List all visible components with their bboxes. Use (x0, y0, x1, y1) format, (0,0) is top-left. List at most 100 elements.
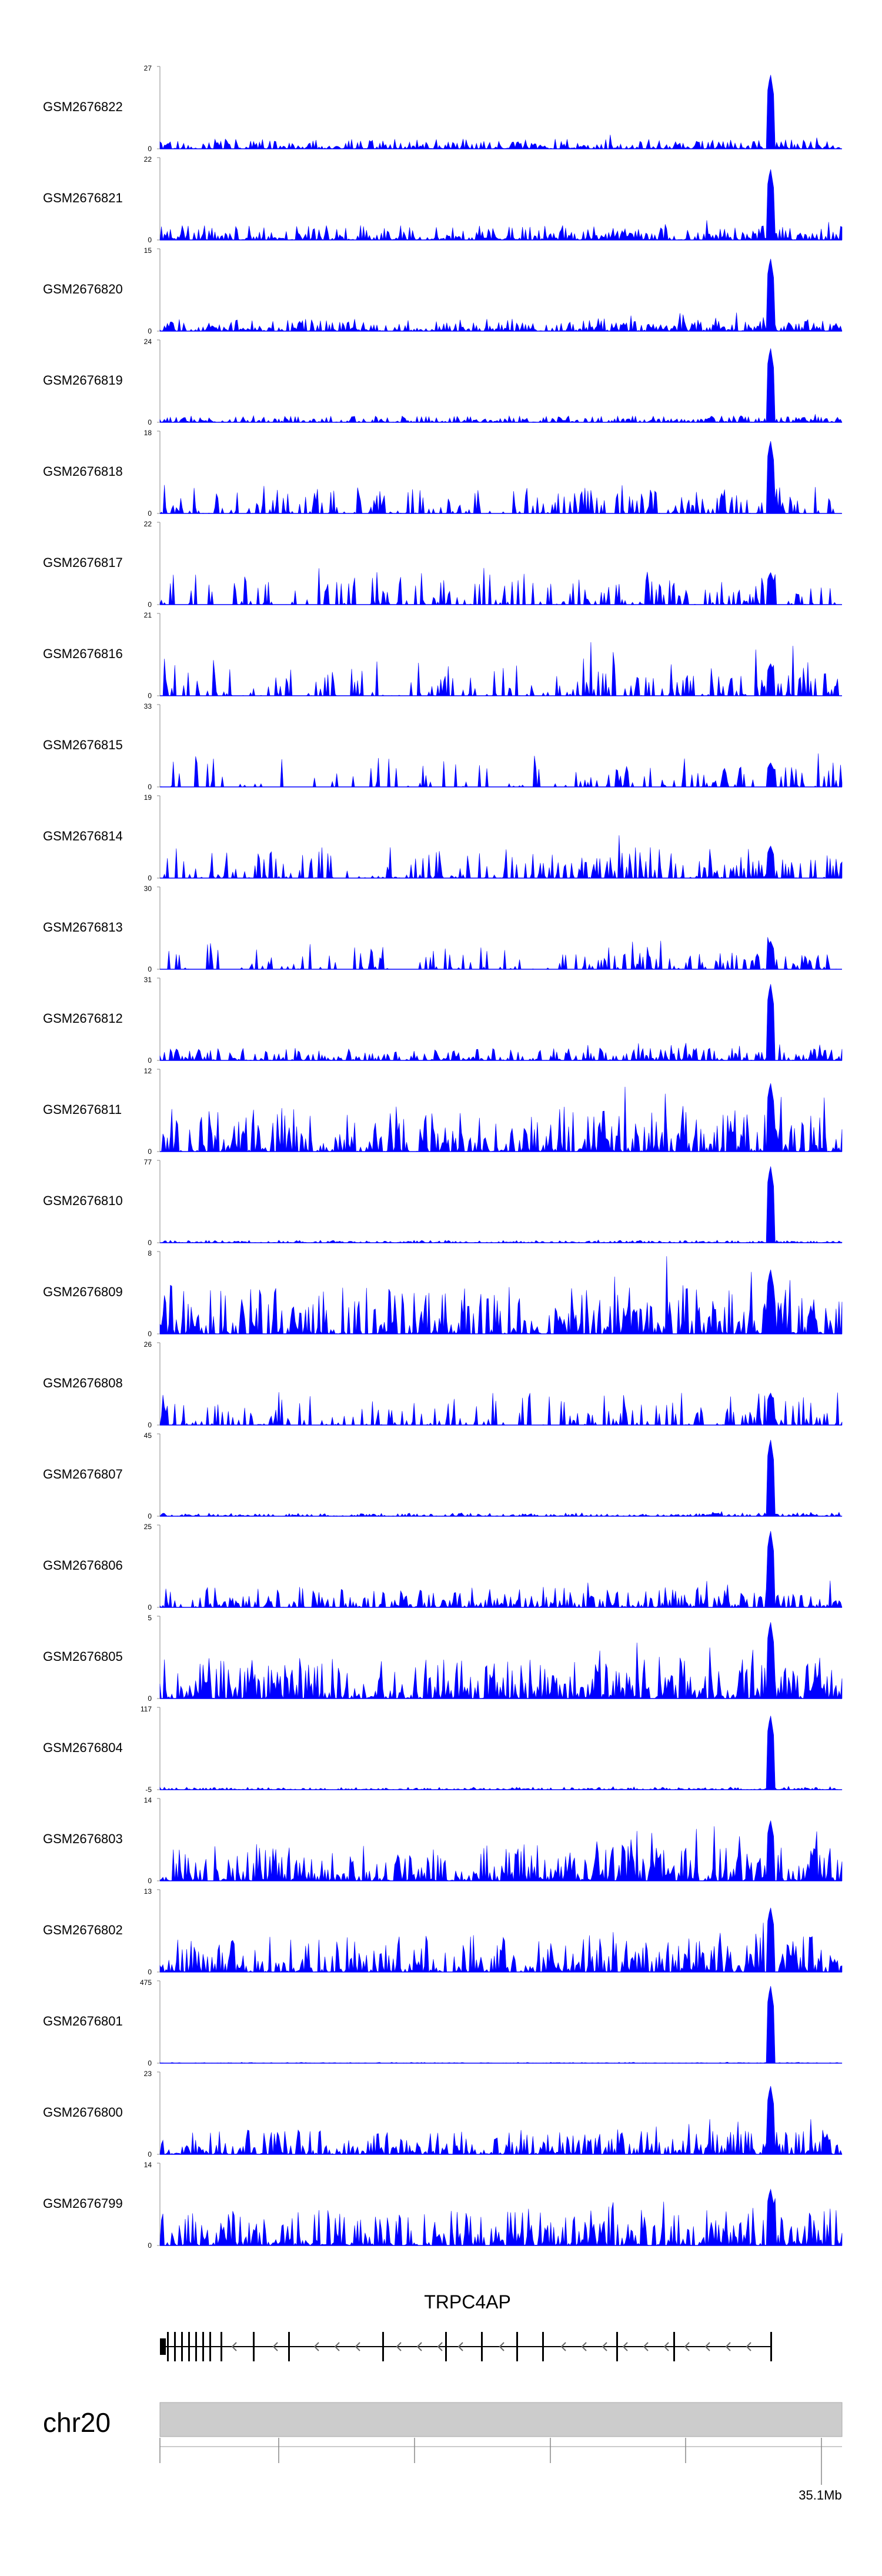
coverage-area (159, 259, 843, 332)
track-ymin-label: 0 (148, 2059, 152, 2067)
coverage-area (159, 348, 843, 423)
coverage-area (159, 1716, 843, 1790)
track-label: GSM2676818 (43, 464, 123, 479)
gene-exon (181, 2332, 183, 2361)
position-label: 35.1Mb (799, 2488, 841, 2502)
track-ymin-label: 0 (148, 1056, 152, 1065)
track-ymax-label: 13 (144, 1887, 152, 1896)
track-ymax-label: 26 (144, 1340, 152, 1349)
strand-arrow (396, 2342, 402, 2351)
chromosome-track: chr20 35.1Mb (43, 2402, 843, 2502)
strand-arrow (272, 2342, 278, 2351)
coverage-area (159, 1986, 843, 2064)
track-GSM2676821: GSM2676821 22 0 (43, 155, 843, 244)
track-GSM2676820: GSM2676820 15 0 (43, 246, 843, 335)
track-label: GSM2676820 (43, 282, 123, 296)
track-GSM2676801: GSM2676801 475 0 (43, 1978, 843, 2067)
track-ymin-label: 0 (148, 692, 152, 700)
track-GSM2676805: GSM2676805 5 0 (43, 1614, 843, 1703)
track-label: GSM2676812 (43, 1011, 123, 1026)
track-ymax-label: 22 (144, 155, 152, 163)
track-GSM2676816: GSM2676816 21 0 (43, 611, 842, 700)
track-GSM2676822: GSM2676822 27 0 (43, 64, 843, 153)
coverage-area (159, 984, 843, 1062)
track-label: GSM2676810 (43, 1193, 123, 1208)
track-GSM2676806: GSM2676806 25 0 (43, 1523, 843, 1611)
track-ymax-label: 21 (144, 611, 152, 619)
track-GSM2676819: GSM2676819 24 0 (43, 338, 843, 426)
strand-arrow (499, 2342, 505, 2351)
gene-exon (673, 2332, 675, 2361)
coverage-area (159, 1531, 843, 1609)
track-GSM2676811: GSM2676811 12 0 (43, 1067, 843, 1156)
track-GSM2676818: GSM2676818 18 0 (43, 429, 843, 518)
gene-model (160, 2332, 772, 2361)
track-ymax-label: 117 (141, 1705, 152, 1713)
track-label: GSM2676804 (43, 1740, 123, 1755)
track-ymin-label: 0 (148, 1694, 152, 1703)
gene-utr-block (160, 2338, 166, 2355)
coverage-area (159, 75, 843, 150)
strand-arrow (416, 2342, 422, 2351)
gene-track: TRPC4AP (160, 2291, 772, 2361)
coverage-area (159, 1166, 843, 1244)
track-ymin-label: 0 (148, 783, 152, 791)
gene-exon (202, 2332, 204, 2361)
strand-arrow (581, 2342, 587, 2351)
coverage-tracks: GSM2676822270GSM2676821220GSM2676820150G… (43, 64, 843, 2250)
gene-exon (209, 2332, 211, 2361)
track-ymax-label: 27 (144, 64, 152, 72)
gene-exon (188, 2332, 190, 2361)
track-GSM2676813: GSM2676813 30 0 (43, 885, 842, 973)
gene-exon (542, 2332, 544, 2361)
gene-exon (770, 2332, 772, 2361)
track-ymin-label: -5 (145, 1786, 152, 1794)
track-ymax-label: 22 (144, 520, 152, 528)
track-ymax-label: 24 (144, 338, 152, 346)
strand-arrow (684, 2342, 690, 2351)
track-GSM2676802: GSM2676802 13 0 (43, 1887, 843, 1976)
coverage-area (159, 1907, 843, 1973)
track-ymin-label: 0 (148, 1968, 152, 1976)
strand-arrow (457, 2342, 463, 2351)
track-label: GSM2676813 (43, 920, 123, 935)
track-label: GSM2676799 (43, 2196, 123, 2211)
track-label: GSM2676814 (43, 829, 123, 843)
gene-exon (445, 2332, 447, 2361)
track-label: GSM2676803 (43, 1831, 123, 1846)
track-ymin-label: 0 (148, 1877, 152, 1885)
track-ymin-label: 0 (148, 1147, 152, 1156)
track-GSM2676804: GSM2676804 117 -5 (43, 1705, 843, 1794)
coverage-area (159, 2188, 843, 2247)
coverage-area (159, 1622, 843, 1699)
coverage-area (159, 1256, 843, 1334)
strand-arrow (602, 2342, 607, 2351)
coverage-area (159, 1392, 843, 1426)
gene-exon (382, 2332, 384, 2361)
coverage-area (159, 169, 843, 241)
track-ymax-label: 25 (144, 1523, 152, 1531)
track-ymin-label: 0 (148, 2150, 152, 2158)
track-ymax-label: 31 (144, 976, 152, 984)
track-ymax-label: 23 (144, 2070, 152, 2078)
track-ymin-label: 0 (148, 236, 152, 244)
track-GSM2676817: GSM2676817 22 0 (43, 520, 842, 609)
gene-exon (516, 2332, 518, 2361)
strand-arrow (355, 2342, 360, 2351)
track-ymax-label: 12 (144, 1067, 152, 1075)
track-GSM2676815: GSM2676815 33 0 (43, 702, 843, 791)
track-GSM2676810: GSM2676810 77 0 (43, 1158, 843, 1247)
track-ymax-label: 33 (144, 702, 152, 710)
gene-exon (195, 2332, 197, 2361)
strand-arrow (313, 2342, 319, 2351)
track-ymin-label: 0 (148, 1512, 152, 1520)
chromosome-ruler (159, 2438, 842, 2485)
track-ymin-label: 0 (148, 1421, 152, 1429)
track-ymax-label: 30 (144, 885, 152, 893)
coverage-area (159, 753, 843, 788)
track-label: GSM2676807 (43, 1467, 123, 1481)
track-ymin-label: 0 (148, 1330, 152, 1338)
track-ymin-label: 0 (148, 1239, 152, 1247)
strand-arrow (560, 2342, 566, 2351)
coverage-area (159, 441, 843, 515)
